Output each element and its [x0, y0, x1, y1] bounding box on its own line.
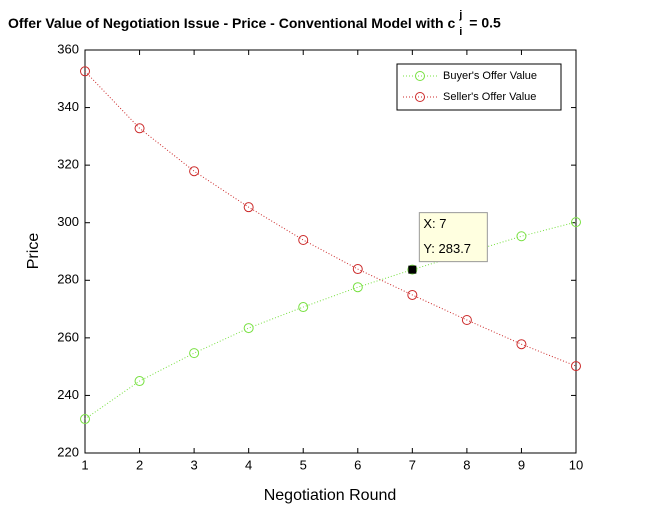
marker — [80, 414, 90, 425]
x-tick-label: 9 — [518, 457, 525, 472]
marker — [80, 66, 90, 77]
marker — [298, 234, 309, 245]
series-line — [84, 70, 577, 367]
x-tick-label: 4 — [245, 457, 252, 472]
y-tick-label: 240 — [57, 387, 79, 402]
marker — [461, 315, 472, 326]
marker — [134, 123, 145, 134]
y-tick-label: 280 — [57, 272, 79, 287]
legend-marker — [415, 92, 425, 102]
datatip-marker — [408, 265, 417, 274]
datatip-label: X: 7 — [423, 216, 446, 231]
x-tick-label: 5 — [300, 457, 307, 472]
x-tick-label: 2 — [136, 457, 143, 472]
y-tick-label: 360 — [57, 41, 79, 56]
y-tick-label: 300 — [57, 214, 79, 229]
x-tick-label: 10 — [569, 457, 583, 472]
marker — [134, 376, 145, 387]
y-tick-label: 320 — [57, 157, 79, 172]
legend-marker — [415, 71, 425, 81]
marker — [189, 166, 200, 177]
x-tick-label: 3 — [190, 457, 197, 472]
marker — [352, 282, 363, 293]
marker — [571, 361, 581, 372]
marker — [352, 264, 363, 275]
marker — [243, 323, 254, 334]
marker — [407, 289, 418, 300]
x-tick-label: 1 — [81, 457, 88, 472]
y-axis-label: Price — [25, 233, 42, 270]
legend-box — [396, 63, 562, 111]
marker — [189, 348, 200, 359]
marker — [407, 264, 418, 275]
x-tick-label: 6 — [354, 457, 361, 472]
marker — [243, 202, 254, 213]
marker — [516, 231, 527, 242]
title-superscript: j — [458, 9, 462, 21]
chart-title: Offer Value of Negotiation Issue - Price… — [8, 15, 455, 31]
series-line — [84, 221, 577, 420]
datatip-label: Y: 283.7 — [423, 241, 471, 256]
x-tick-label: 8 — [463, 457, 470, 472]
y-tick-label: 220 — [57, 444, 79, 459]
datatip-box — [418, 212, 488, 263]
title-main: Offer Value of Negotiation Issue - Price… — [8, 15, 455, 31]
legend-label: Buyer's Offer Value — [443, 70, 537, 82]
legend-label: Seller's Offer Value — [443, 91, 536, 103]
y-tick-label: 260 — [57, 329, 79, 344]
x-axis-label: Negotiation Round — [264, 487, 397, 504]
y-tick-label: 340 — [57, 99, 79, 114]
marker — [516, 339, 527, 350]
marker — [571, 217, 581, 228]
marker — [298, 302, 309, 313]
title-subscript: i — [459, 26, 462, 38]
title-suffix: = 0.5 — [469, 15, 501, 31]
x-tick-label: 7 — [409, 457, 416, 472]
plot-area — [84, 49, 577, 454]
